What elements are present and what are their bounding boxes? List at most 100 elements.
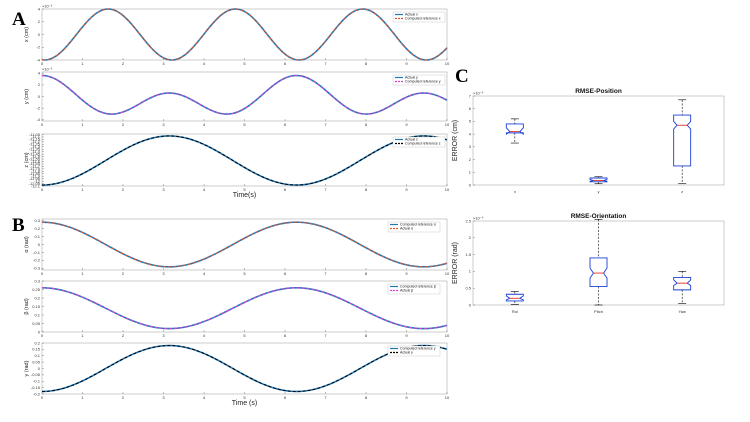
x-tick-label: 2 [122, 61, 125, 66]
x-tick-label: 2 [122, 187, 125, 192]
x-tick-label: 7 [324, 61, 327, 66]
y-tick-label: -0.15 [31, 385, 41, 390]
x-tick-label: 3 [162, 61, 165, 66]
x-tick-label: 1 [81, 187, 84, 192]
y-axis-label: ERROR (cm) [452, 120, 459, 161]
x-tick-label: 9 [405, 271, 408, 276]
x-tick-label: 6 [284, 122, 287, 127]
x-category-label: Yaw [678, 309, 686, 314]
legend-box [387, 221, 441, 233]
box-z [673, 114, 692, 167]
y-tick-label: 1.5 [465, 252, 471, 257]
y-tick-label: 5 [469, 119, 472, 124]
x-tick-label: 3 [162, 187, 165, 192]
y-tick-label: 3 [469, 144, 472, 149]
box-y [589, 177, 608, 183]
y-tick-label: 0.15 [32, 347, 41, 352]
y-tick-label: -11.65 [29, 161, 41, 166]
y-tick-label: 2.5 [465, 218, 471, 223]
y-tick-label: -11.35 [29, 147, 41, 152]
y-tick-label: 0.1 [34, 312, 40, 317]
x-tick-label: 7 [324, 122, 327, 127]
x-tick-label: 10 [445, 122, 450, 127]
x-tick-label: 4 [203, 122, 206, 127]
x-tick-label: 5 [243, 61, 246, 66]
x-tick-label: 0 [41, 61, 44, 66]
y-tick-label: 0 [38, 329, 41, 334]
series-line-2 [41, 221, 448, 268]
y-tick-label: -11.8 [31, 169, 41, 174]
plot-frame [41, 71, 448, 122]
y-tick-label: 0 [38, 242, 41, 247]
x-tick-label: 9 [405, 187, 408, 192]
x-tick-label: 5 [243, 333, 246, 338]
x-tick-label: 8 [365, 187, 368, 192]
x-tick-label: 8 [365, 61, 368, 66]
y-tick-label: 0.25 [32, 287, 41, 292]
x-category-label: Rol [512, 309, 518, 314]
y-tick-label: 0.15 [32, 304, 41, 309]
x-tick-label: 3 [162, 122, 165, 127]
y-tick-label: -0.1 [33, 379, 41, 384]
x-tick-label: 8 [365, 395, 368, 400]
series-line-2 [41, 8, 448, 61]
y-tick-label: 2 [38, 19, 41, 24]
y-tick-label: -11.1 [31, 134, 41, 139]
legend-label: Computed reference α [400, 223, 436, 227]
y-tick-label: 0 [38, 366, 41, 371]
y-tick-label: 0.1 [34, 353, 40, 358]
x-tick-label: 5 [243, 395, 246, 400]
y-tick-label: 0 [38, 94, 41, 99]
box-yaw [673, 277, 692, 291]
series-line-2 [41, 345, 448, 392]
plot-frame [41, 133, 448, 187]
y-tick-label: -11.15 [29, 137, 41, 142]
legend-label: Actual β [400, 289, 413, 293]
x-tick-label: 5 [243, 122, 246, 127]
chart-b2: 0 0.05 0.1 0.15 0.2 0.25 0.3 0 1 2 3 4 5 6 7 8 9 10 Comput… [24, 278, 450, 338]
chart-title: RMSE-Orientation [571, 213, 627, 220]
box-x [505, 123, 524, 136]
x-tick-label: 2 [122, 395, 125, 400]
panel-label-a: A [12, 9, 26, 30]
y-tick-label: 0 [38, 32, 41, 37]
x-tick-label: 0 [41, 271, 44, 276]
plot-frame [41, 280, 448, 333]
series-line-2 [41, 287, 448, 330]
y-axis-label: y (cm) [24, 89, 30, 104]
x-tick-label: 4 [203, 187, 206, 192]
x-tick-label: 4 [203, 271, 206, 276]
y-tick-label: -2 [36, 105, 40, 110]
y-tick-label: -12 [34, 178, 41, 183]
y-tick-label: -11.2 [31, 139, 41, 144]
x-tick-label: 4 [203, 333, 206, 338]
panel-label-c: C [455, 66, 469, 87]
y-tick-label: -11.7 [31, 164, 41, 169]
x-tick-label: 6 [284, 333, 287, 338]
y-tick-label: -2 [36, 45, 40, 50]
legend-label: Actual x [405, 13, 418, 17]
y-tick-label: 0.5 [465, 286, 471, 291]
y-tick-label: -11.45 [29, 151, 41, 156]
y-exponent: ×10⁻³ [42, 4, 53, 9]
y-axis-label: x (cm) [24, 27, 30, 42]
panel-label-b: B [12, 215, 25, 236]
y-tick-label: -4 [36, 117, 40, 122]
y-tick-label: 0.2 [34, 340, 40, 345]
y-axis-label: z (cm) [24, 152, 30, 167]
x-tick-label: 9 [405, 122, 408, 127]
x-tick-label: 2 [122, 271, 125, 276]
y-axis-label: β (rad) [24, 298, 30, 314]
x-tick-label: 10 [445, 395, 450, 400]
x-tick-label: 7 [324, 271, 327, 276]
x-tick-label: 9 [405, 61, 408, 66]
legend-label: Actual α [400, 227, 413, 231]
x-tick-label: 7 [324, 333, 327, 338]
plot-frame [41, 218, 448, 271]
x-tick-label: 5 [243, 187, 246, 192]
y-tick-label: 0.3 [34, 218, 40, 223]
x-tick-label: 5 [243, 271, 246, 276]
